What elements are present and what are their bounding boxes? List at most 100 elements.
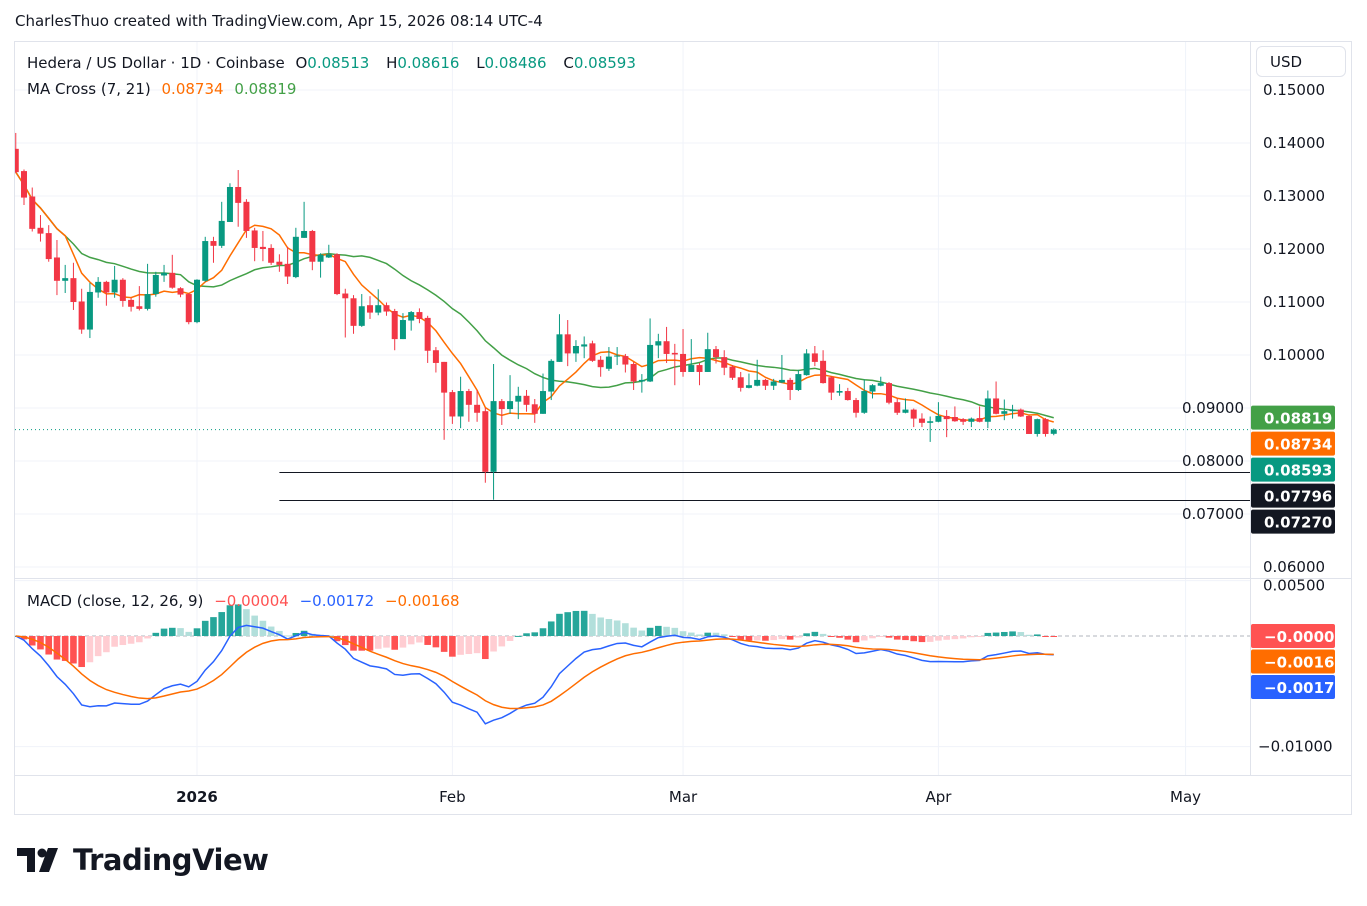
macd-histogram-bar <box>655 625 662 636</box>
macd-histogram-bar <box>572 610 580 636</box>
candle-body <box>671 352 678 355</box>
candle-up <box>507 375 514 414</box>
candle-up <box>152 271 159 297</box>
macd-histogram-bar <box>869 636 876 639</box>
time-tick-label: 2026 <box>176 788 218 806</box>
candle-body <box>128 299 135 307</box>
candle-down <box>951 406 958 422</box>
price-tag: 0.08819 <box>1251 405 1335 430</box>
price-tag-label: 0.08819 <box>1264 410 1332 428</box>
macd-histogram-bar <box>185 631 193 636</box>
candle-body <box>498 401 505 410</box>
macd-histogram-bar <box>300 630 308 636</box>
ma-legend: MA Cross (7, 21) 0.08734 0.08819 <box>27 80 302 98</box>
candle-up <box>317 253 324 278</box>
macd-histogram-bar <box>490 636 497 652</box>
price-tag: 0.08734 <box>1251 431 1335 456</box>
candle-up <box>301 201 308 238</box>
candle-body <box>70 278 77 302</box>
macd-histogram-bar <box>424 636 431 645</box>
high-label: H <box>386 54 398 72</box>
candle-down <box>630 361 637 390</box>
candle-body <box>515 395 522 402</box>
horizontal-lines[interactable] <box>279 472 1250 501</box>
candle-body <box>29 196 36 229</box>
candle-body <box>268 247 275 263</box>
macd-histogram-bar <box>416 636 423 643</box>
ma-fast-line <box>15 171 1054 423</box>
macd-histogram-bar <box>20 636 28 640</box>
candle-body <box>844 391 851 401</box>
ma-title[interactable]: MA Cross (7, 21) <box>27 80 151 98</box>
candle-down <box>523 389 530 412</box>
candle-down <box>251 227 258 262</box>
signal-line <box>15 635 1054 710</box>
candle-down <box>993 381 1000 415</box>
macd-histogram-bar <box>28 636 36 646</box>
macd-histogram-bar <box>514 635 522 637</box>
price-tag: 0.08593 <box>1251 457 1335 482</box>
macd-histogram-bar <box>160 628 168 636</box>
macd-histogram-bar <box>819 633 827 636</box>
macd-histogram-bar <box>687 632 695 636</box>
candle-body <box>210 241 217 246</box>
candle-body <box>399 320 406 340</box>
candle-up <box>539 373 546 414</box>
candle-body <box>984 398 991 422</box>
macd-histogram-bar <box>860 636 868 641</box>
macd-histogram-bar <box>111 636 118 647</box>
macd-histogram-bar <box>210 617 217 636</box>
candle-up <box>704 332 711 372</box>
time-tick-label: Mar <box>669 788 698 806</box>
candle-down <box>721 350 728 376</box>
macd-histogram-bar <box>457 636 464 655</box>
macd-histogram-bar <box>127 636 135 644</box>
close-label: C <box>563 54 574 72</box>
candle-up <box>638 374 645 393</box>
candle-body <box>309 230 316 262</box>
macd-histogram-bar <box>482 636 489 660</box>
macd-histogram-bar <box>778 636 786 640</box>
candle-body <box>721 357 728 368</box>
candle-body <box>828 377 835 393</box>
candle-down <box>1026 415 1033 434</box>
candle-up <box>1050 428 1057 436</box>
symbol-title[interactable]: Hedera / US Dollar · 1D · Coinbase <box>27 54 285 72</box>
candle-down <box>334 253 341 296</box>
macd-histogram-bar <box>630 627 637 636</box>
price-tick-label: 0.14000 <box>1263 134 1325 152</box>
high-value: 0.08616 <box>397 54 460 72</box>
low-label: L <box>476 54 485 72</box>
candle-down <box>853 397 860 418</box>
candle-body <box>778 379 785 383</box>
macd-histogram-bar <box>663 626 670 636</box>
candle-body <box>292 236 299 278</box>
symbol-legend: Hedera / US Dollar · 1D · Coinbase O0.08… <box>27 54 648 72</box>
candle-up <box>605 347 612 371</box>
candle-body <box>194 279 200 323</box>
candle-up <box>655 333 662 359</box>
candle-body <box>136 306 143 309</box>
macd-histogram-bar <box>926 636 934 642</box>
time-tick-label: Feb <box>439 788 466 806</box>
currency-button[interactable]: USD <box>1256 46 1346 77</box>
macd-pane <box>15 604 1250 725</box>
candle-body <box>927 421 934 423</box>
close-value: 0.08593 <box>573 54 636 72</box>
macd-histogram-bar <box>1001 631 1008 636</box>
candle-down <box>885 382 892 405</box>
candle-down <box>45 225 52 262</box>
candle-body <box>276 261 283 265</box>
tradingview-logo[interactable]: TradingView <box>17 843 269 877</box>
candle-body <box>820 360 827 384</box>
candle-body <box>62 278 69 281</box>
candle-body <box>572 345 579 354</box>
macd-histogram-bar <box>1050 636 1058 637</box>
candle-up <box>375 289 382 316</box>
candle-down <box>185 292 192 325</box>
macd-title[interactable]: MACD (close, 12, 26, 9) <box>27 592 204 610</box>
macd-histogram-bar <box>992 632 1000 636</box>
candle-body <box>342 293 349 299</box>
price-tag-label: 0.08734 <box>1264 436 1332 454</box>
